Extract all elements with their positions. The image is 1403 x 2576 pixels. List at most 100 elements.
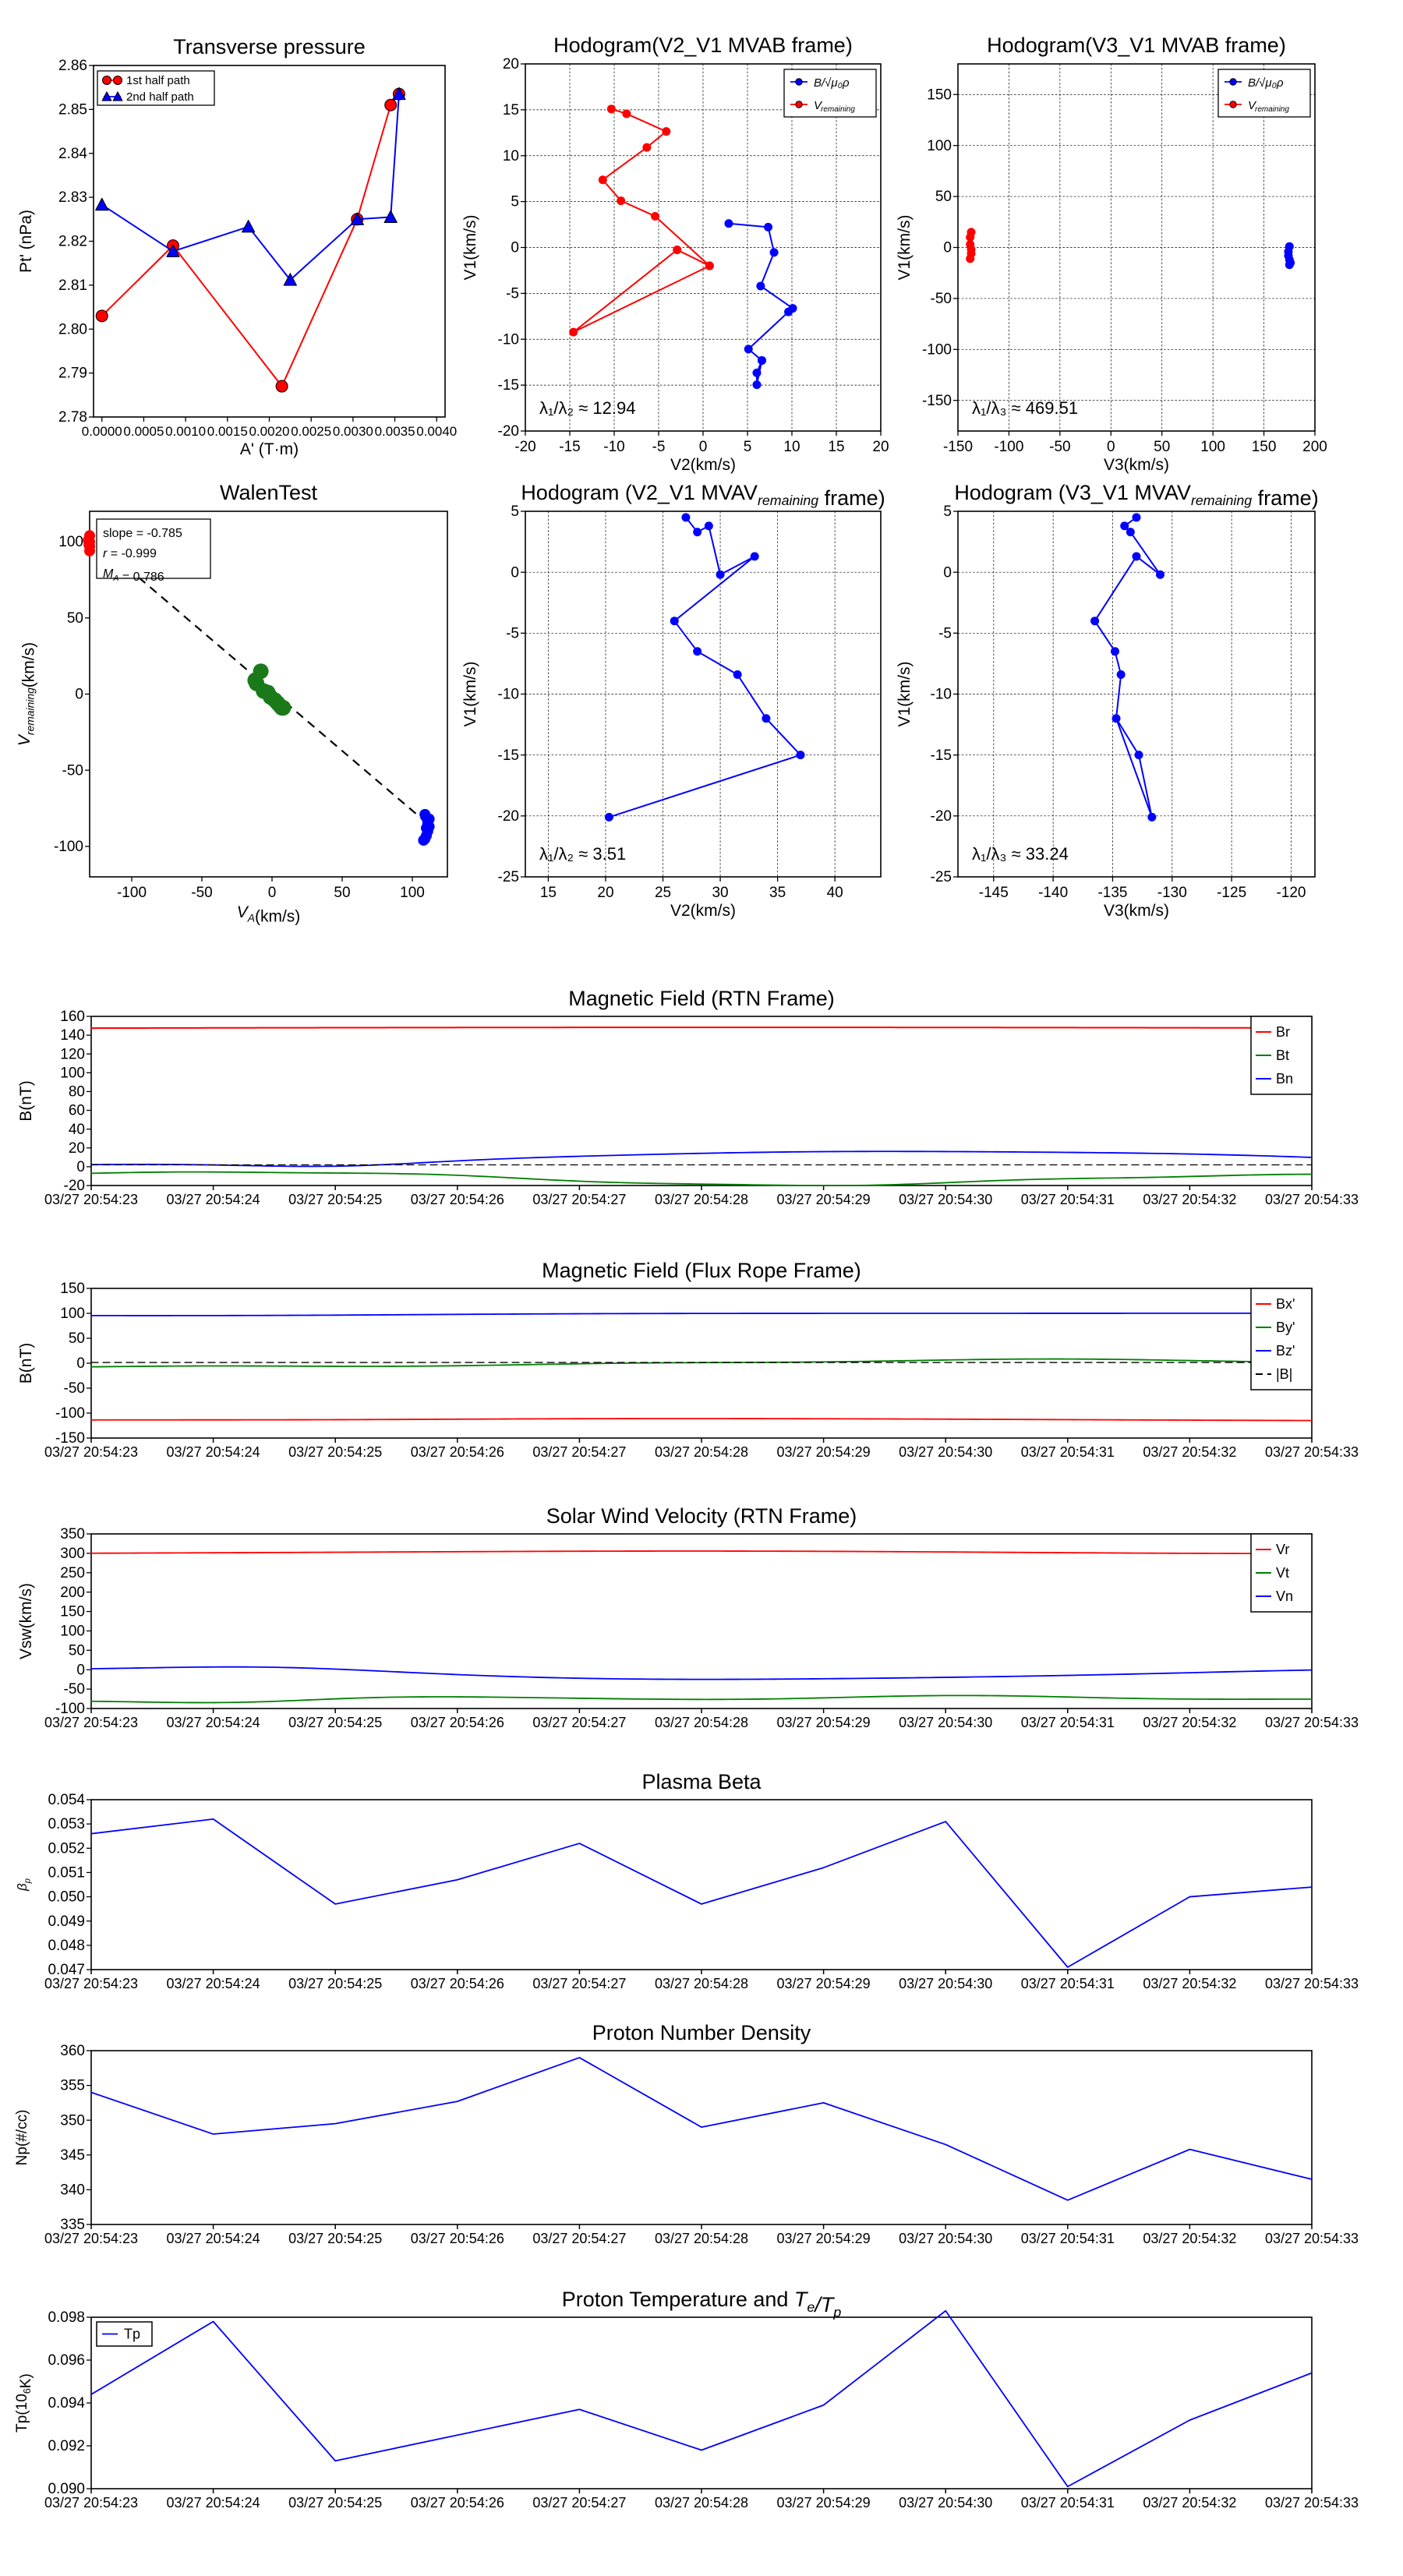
svg-text:03/27 20:54:24: 03/27 20:54:24 (167, 1976, 260, 1991)
svg-text:V1(km/s): V1(km/s) (896, 662, 914, 727)
svg-text:Bx': Bx' (1276, 1296, 1295, 1312)
svg-text:-145: -145 (979, 885, 1009, 901)
svg-text:03/27 20:54:28: 03/27 20:54:28 (655, 1192, 748, 1207)
svg-text:0.050: 0.050 (48, 1889, 85, 1906)
svg-text:50: 50 (67, 610, 83, 627)
svg-text:80: 80 (69, 1084, 85, 1101)
svg-text:0: 0 (1107, 439, 1115, 455)
svg-text:-50: -50 (64, 1380, 85, 1397)
svg-text:0: 0 (75, 687, 83, 703)
svg-text:-10: -10 (931, 687, 952, 703)
svg-text:-50: -50 (1049, 439, 1070, 455)
svg-text:03/27 20:54:31: 03/27 20:54:31 (1021, 2231, 1115, 2246)
svg-text:λ₁/λ₂ ≈ 3.51: λ₁/λ₂ ≈ 3.51 (539, 844, 626, 864)
svg-text:03/27 20:54:32: 03/27 20:54:32 (1143, 2231, 1236, 2246)
svg-text:Vr: Vr (1276, 1542, 1289, 1557)
svg-text:-50: -50 (191, 885, 212, 901)
svg-text:By': By' (1276, 1320, 1295, 1335)
svg-text:03/27 20:54:29: 03/27 20:54:29 (777, 1976, 871, 1991)
svg-text:-140: -140 (1038, 885, 1068, 901)
svg-text:100: 100 (400, 885, 425, 901)
svg-text:03/27 20:54:25: 03/27 20:54:25 (288, 2231, 382, 2246)
svg-text:-100: -100 (117, 885, 147, 901)
svg-text:λ₁/λ₃ ≈ 469.51: λ₁/λ₃ ≈ 469.51 (972, 398, 1078, 418)
svg-text:03/27 20:54:24: 03/27 20:54:24 (167, 1715, 260, 1730)
svg-text:0: 0 (943, 240, 952, 256)
svg-text:200: 200 (1302, 439, 1327, 455)
svg-text:1st half path: 1st half path (126, 74, 190, 87)
svg-text:03/27 20:54:26: 03/27 20:54:26 (411, 2495, 504, 2511)
svg-text:Solar Wind Velocity (RTN Frame: Solar Wind Velocity (RTN Frame) (546, 1504, 857, 1528)
svg-text:03/27 20:54:26: 03/27 20:54:26 (411, 1715, 504, 1730)
svg-text:WalenTest: WalenTest (220, 481, 318, 504)
svg-text:03/27 20:54:32: 03/27 20:54:32 (1143, 1444, 1236, 1460)
svg-text:350: 350 (60, 2112, 85, 2129)
svg-text:-10: -10 (498, 331, 519, 348)
svg-text:0.054: 0.054 (48, 1792, 85, 1808)
svg-text:0.094: 0.094 (48, 2395, 85, 2412)
svg-text:Bz': Bz' (1276, 1343, 1295, 1359)
svg-text:360: 360 (60, 2043, 85, 2059)
svg-text:0.0015: 0.0015 (207, 424, 248, 439)
svg-text:2.78: 2.78 (58, 409, 87, 426)
svg-text:03/27 20:54:25: 03/27 20:54:25 (288, 1715, 382, 1730)
svg-text:100: 100 (60, 1624, 85, 1640)
svg-text:Plasma Beta: Plasma Beta (641, 1770, 762, 1793)
svg-text:15: 15 (828, 439, 844, 455)
svg-text:5: 5 (511, 194, 519, 210)
svg-text:0: 0 (511, 564, 519, 581)
svg-text:2.79: 2.79 (58, 366, 87, 382)
svg-text:0.0005: 0.0005 (123, 424, 164, 439)
svg-text:-25: -25 (931, 869, 952, 885)
svg-text:150: 150 (927, 87, 952, 103)
svg-text:-20: -20 (498, 423, 519, 440)
svg-text:150: 150 (60, 1281, 85, 1297)
svg-text:V2(km/s): V2(km/s) (670, 902, 736, 920)
svg-text:03/27 20:54:27: 03/27 20:54:27 (532, 1715, 626, 1730)
svg-text:03/27 20:54:27: 03/27 20:54:27 (532, 2231, 626, 2246)
svg-text:2.81: 2.81 (58, 277, 87, 294)
svg-text:remaining: remaining (821, 105, 855, 114)
svg-text:20: 20 (597, 885, 613, 901)
svg-text:03/27 20:54:24: 03/27 20:54:24 (167, 1444, 260, 1460)
svg-text:V1(km/s): V1(km/s) (461, 662, 479, 727)
svg-text:0.053: 0.053 (48, 1816, 85, 1832)
svg-text:-10: -10 (498, 687, 519, 703)
svg-text:-100: -100 (55, 1405, 85, 1422)
svg-text:03/27 20:54:30: 03/27 20:54:30 (899, 1715, 992, 1730)
svg-text:03/27 20:54:23: 03/27 20:54:23 (44, 1192, 138, 1207)
svg-text:10: 10 (783, 439, 800, 455)
svg-text:50: 50 (69, 1330, 85, 1347)
svg-text:0.0035: 0.0035 (375, 424, 415, 439)
svg-text:-50: -50 (62, 762, 83, 779)
svg-text:20: 20 (872, 439, 889, 455)
svg-text:0.049: 0.049 (48, 1913, 85, 1930)
svg-text:Tp: Tp (124, 2327, 140, 2342)
svg-text:0: 0 (511, 240, 519, 256)
svg-text:350: 350 (60, 1526, 85, 1542)
svg-text:Np(#/cc): Np(#/cc) (14, 2110, 30, 2166)
svg-text:V1(km/s): V1(km/s) (896, 215, 914, 281)
svg-text:03/27 20:54:29: 03/27 20:54:29 (777, 2231, 871, 2246)
svg-text:-15: -15 (498, 747, 519, 764)
svg-text:B(nT): B(nT) (17, 1343, 35, 1384)
svg-text:03/27 20:54:29: 03/27 20:54:29 (777, 2495, 871, 2511)
svg-text:50: 50 (69, 1642, 85, 1659)
svg-text:03/27 20:54:23: 03/27 20:54:23 (44, 2231, 138, 2246)
svg-text:Vn: Vn (1276, 1588, 1293, 1604)
svg-text:25: 25 (655, 885, 671, 901)
svg-text:V3(km/s): V3(km/s) (1104, 902, 1169, 920)
svg-text:0.0010: 0.0010 (165, 424, 206, 439)
svg-text:20: 20 (69, 1140, 85, 1157)
svg-text:Proton Number Density: Proton Number Density (592, 2021, 811, 2044)
svg-text:-20: -20 (931, 808, 952, 825)
svg-text:03/27 20:54:25: 03/27 20:54:25 (288, 1444, 382, 1460)
svg-text:100: 100 (60, 1065, 85, 1081)
svg-text:Magnetic Field (Flux Rope Fram: Magnetic Field (Flux Rope Frame) (542, 1259, 861, 1282)
svg-text:-100: -100 (54, 839, 83, 855)
svg-text:0.048: 0.048 (48, 1938, 85, 1954)
svg-text:Hodogram(V2_V1 MVAB frame): Hodogram(V2_V1 MVAB frame) (553, 34, 853, 57)
svg-text:0.051: 0.051 (48, 1865, 85, 1882)
svg-text:03/27 20:54:30: 03/27 20:54:30 (899, 1976, 992, 1991)
svg-text:λ₁/λ₃ ≈ 33.24: λ₁/λ₃ ≈ 33.24 (972, 844, 1069, 864)
